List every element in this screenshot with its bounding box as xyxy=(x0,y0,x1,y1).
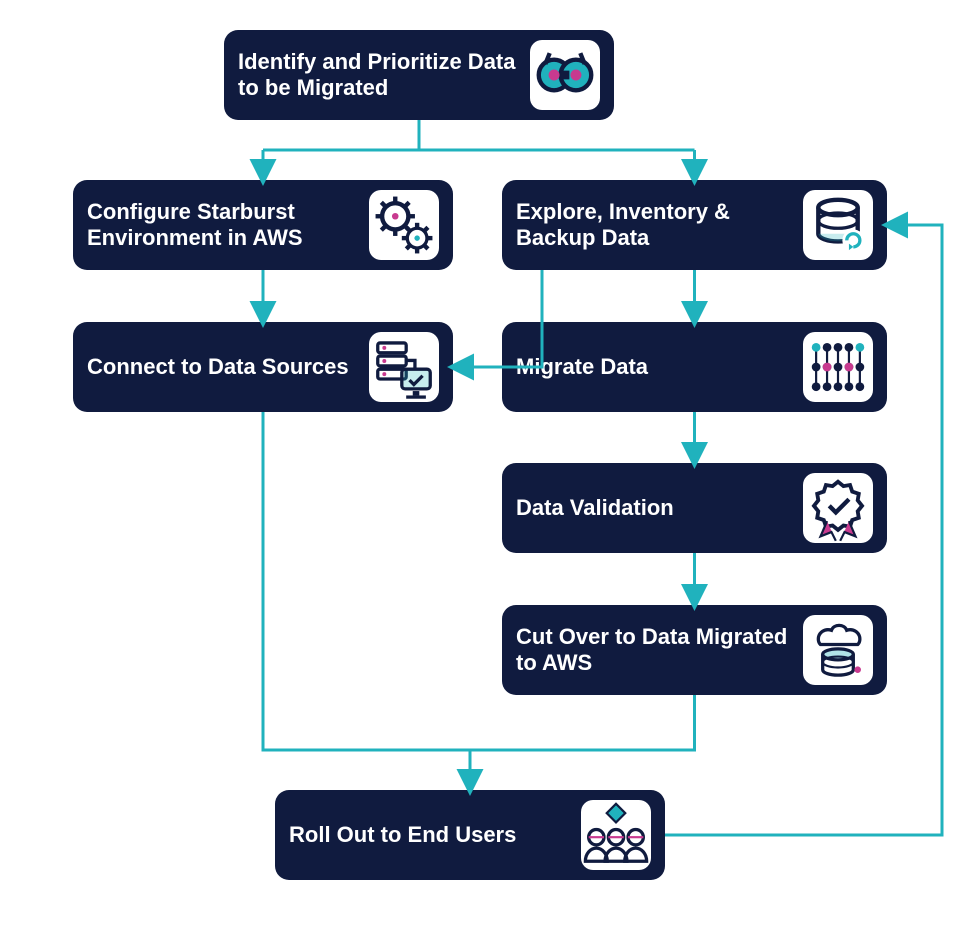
flowchart-edges xyxy=(0,0,968,927)
